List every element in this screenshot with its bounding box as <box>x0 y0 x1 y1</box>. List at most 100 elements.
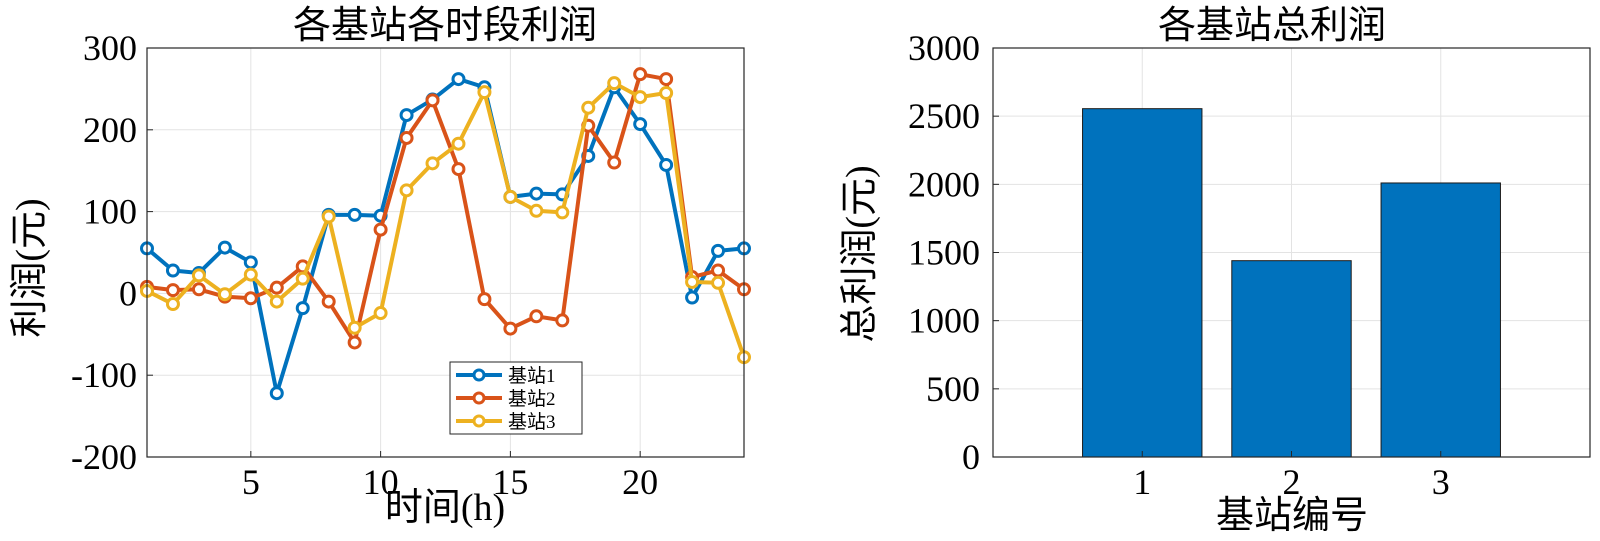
series-point-station-1 <box>711 243 726 258</box>
series-point-station-3 <box>269 294 284 309</box>
series-point-station-2 <box>529 309 544 324</box>
left-x-tick-label: 20 <box>622 462 658 502</box>
series-point-station-3 <box>477 85 492 100</box>
legend-label-station-1: 基站1 <box>508 365 556 387</box>
series-point-station-3 <box>295 271 310 286</box>
series-point-station-2 <box>503 321 518 336</box>
left-x-tick-label: 10 <box>363 462 399 502</box>
series-point-station-2 <box>633 67 648 82</box>
left-chart-tick-labels: 5 10 15 20 300 200 100 0 -100 -200 <box>71 28 658 502</box>
legend-marker-station-2 <box>472 391 486 405</box>
series-point-station-3 <box>451 136 466 151</box>
series-point-station-3 <box>191 268 206 283</box>
left-chart-ylabel: 利润(元) <box>9 198 51 337</box>
series-point-station-1 <box>269 386 284 401</box>
series-line-station-3 <box>146 81 746 358</box>
right-chart-title: 各基站总利润 <box>1158 5 1386 47</box>
series-point-station-2 <box>243 291 258 306</box>
right-y-tick-label: 2500 <box>908 96 980 136</box>
left-chart-series <box>140 67 751 401</box>
series-point-station-3 <box>633 90 648 105</box>
series-point-station-1 <box>529 186 544 201</box>
series-point-station-2 <box>451 162 466 177</box>
right-y-tick-label: 2000 <box>908 164 980 204</box>
left-y-tick-label: 0 <box>119 273 137 313</box>
left-y-tick-label: -200 <box>71 437 137 477</box>
legend-label-station-3: 基站3 <box>508 411 556 433</box>
right-x-tick-label: 3 <box>1432 462 1450 502</box>
bar-station-1 <box>1082 108 1203 458</box>
profit-by-hour-line-chart: 各基站各时段利润 利润(元) 时间(h) 5 10 15 20 300 200 100 0 -1… <box>9 5 751 529</box>
series-point-station-1 <box>295 301 310 316</box>
left-chart-axes-box <box>146 47 745 458</box>
series-point-station-1 <box>685 290 700 305</box>
series-point-station-3 <box>347 320 362 335</box>
series-point-station-2 <box>711 263 726 278</box>
series-point-station-2 <box>477 292 492 307</box>
series-line-station-1 <box>145 77 745 396</box>
series-point-station-1 <box>659 157 674 172</box>
left-chart-title: 各基站各时段利润 <box>293 5 597 47</box>
series-point-station-3 <box>425 156 440 171</box>
series-point-station-3 <box>685 274 700 289</box>
left-y-tick-label: 100 <box>83 192 137 232</box>
series-point-station-2 <box>269 280 284 295</box>
right-chart-xlabel: 基站编号 <box>1216 495 1368 537</box>
total-profit-bar-chart: 各基站总利润 总利润(元) 基站编号 3000 2500 2000 1500 1000 5… <box>839 5 1591 537</box>
left-x-tick-label: 15 <box>492 462 528 502</box>
right-chart-bars <box>1082 108 1501 458</box>
bar-station-2 <box>1231 260 1352 458</box>
right-chart-ylabel: 总利润(元) <box>839 165 881 342</box>
right-x-tick-label: 2 <box>1283 462 1301 502</box>
series-point-station-1 <box>347 207 362 222</box>
left-y-tick-label: 200 <box>83 110 137 150</box>
series-line-station-2 <box>146 72 746 345</box>
right-y-tick-label: 0 <box>962 437 980 477</box>
series-point-station-2 <box>321 294 336 309</box>
right-y-tick-label: 500 <box>926 369 980 409</box>
series-point-station-3 <box>165 297 180 312</box>
series-point-station-2 <box>425 93 440 108</box>
series-point-station-3 <box>373 306 388 321</box>
series-point-station-3 <box>659 85 674 100</box>
series-point-station-3 <box>581 100 596 115</box>
series-point-station-2 <box>373 222 388 237</box>
bar-station-3 <box>1380 182 1501 458</box>
series-point-station-3 <box>217 287 232 302</box>
series-point-station-1 <box>399 108 414 123</box>
series-point-station-2 <box>347 335 362 350</box>
series-point-station-2 <box>607 155 622 170</box>
series-point-station-1 <box>217 240 232 255</box>
series-point-station-1 <box>451 72 466 87</box>
legend-label-station-2: 基站2 <box>508 388 556 410</box>
series-point-station-1 <box>633 117 648 132</box>
right-y-tick-label: 1000 <box>908 301 980 341</box>
right-chart-axes-box <box>992 47 1591 458</box>
series-point-station-3 <box>529 203 544 218</box>
series-point-station-3 <box>503 189 518 204</box>
series-point-station-2 <box>399 130 414 145</box>
series-point-station-1 <box>165 263 180 278</box>
left-x-tick-label: 5 <box>242 462 260 502</box>
series-point-station-3 <box>607 76 622 91</box>
right-y-tick-label: 1500 <box>908 233 980 273</box>
legend-marker-station-1 <box>472 368 486 382</box>
series-point-station-3 <box>321 209 336 224</box>
series-point-station-2 <box>555 313 570 328</box>
series-point-station-1 <box>243 255 258 270</box>
left-y-tick-label: 300 <box>83 28 137 68</box>
series-point-station-3 <box>243 267 258 282</box>
series-point-station-2 <box>659 72 674 87</box>
legend-marker-station-3 <box>472 414 486 428</box>
left-chart-xlabel: 时间(h) <box>385 487 505 529</box>
series-point-station-2 <box>191 282 206 297</box>
right-x-tick-label: 1 <box>1133 462 1151 502</box>
series-point-station-3 <box>711 275 726 290</box>
right-chart-tick-labels: 3000 2500 2000 1500 1000 500 0 1 2 3 <box>908 28 1450 502</box>
left-y-tick-label: -100 <box>71 355 137 395</box>
series-point-station-3 <box>555 205 570 220</box>
right-y-tick-label: 3000 <box>908 28 980 68</box>
series-point-station-2 <box>165 283 180 298</box>
